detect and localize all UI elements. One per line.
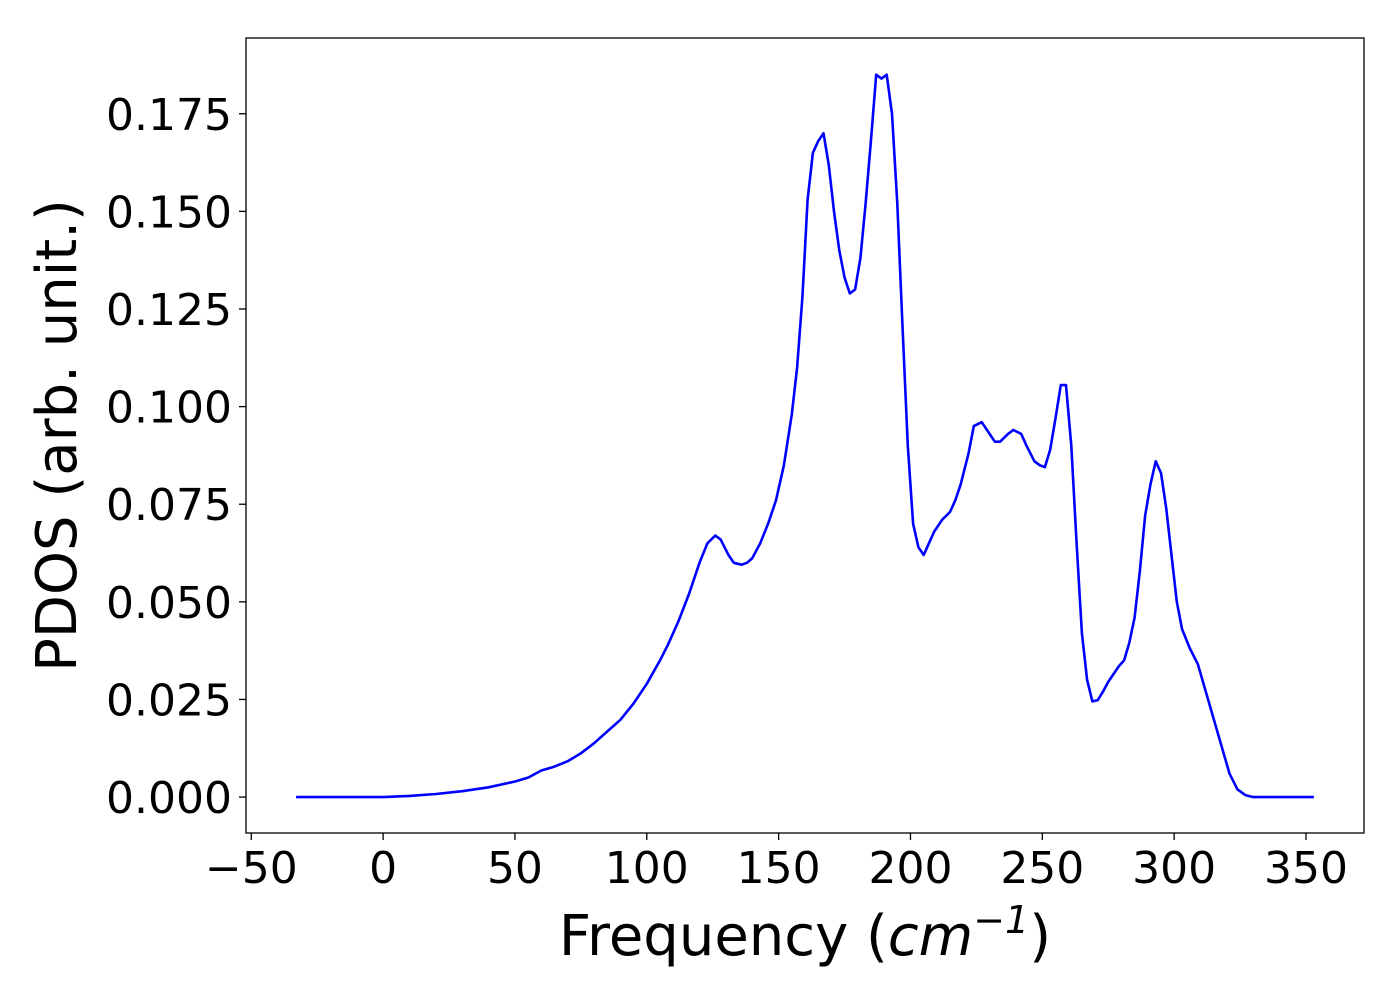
y-axis-title: PDOS (arb. unit.) [25, 199, 90, 672]
x-tick-label: 100 [605, 843, 689, 894]
y-tick-label: 0.100 [106, 383, 232, 434]
series-line-1 [296, 73, 1314, 799]
y-tick-label: 0.075 [106, 480, 232, 531]
y-tick-label: 0.050 [106, 578, 232, 629]
plot-frame [245, 37, 1365, 834]
y-tick-label: 0.025 [106, 675, 232, 726]
y-axis: 0.000 0.025 0.050 0.075 0.100 0.125 0.150 0.175 [106, 90, 246, 824]
x-axis-title: Frequency (cm−1) [559, 898, 1051, 969]
x-tick-label: −50 [205, 843, 298, 894]
x-tick-label: 350 [1264, 843, 1348, 894]
y-tick-label: 0.000 [106, 773, 232, 824]
x-tick-label: 150 [737, 843, 821, 894]
x-tick-label: 0 [369, 843, 397, 894]
y-tick-label: 0.125 [106, 285, 232, 336]
x-tick-label: 200 [868, 843, 952, 894]
x-tick-label: 300 [1132, 843, 1216, 894]
plot-area [296, 73, 1314, 799]
y-tick-label: 0.150 [106, 187, 232, 238]
x-tick-label: 50 [487, 843, 543, 894]
x-tick-label: 250 [1000, 843, 1084, 894]
x-axis: −50 0 50 100 150 200 250 300 350 [205, 833, 1348, 894]
y-tick-label: 0.175 [106, 90, 232, 141]
